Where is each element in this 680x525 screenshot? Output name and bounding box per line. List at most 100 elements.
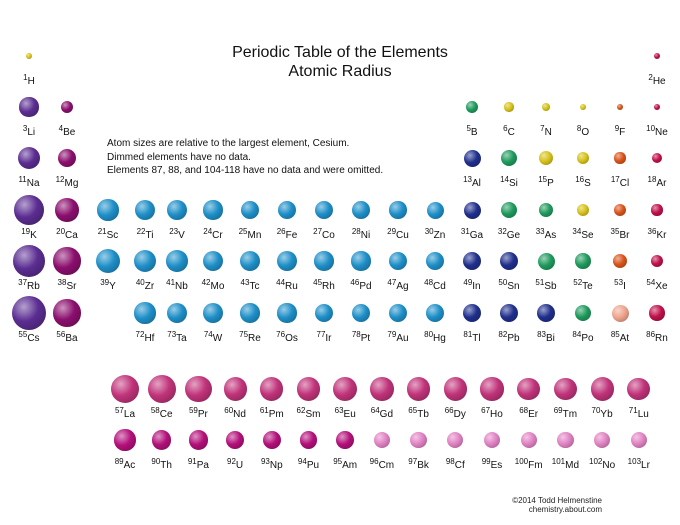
element-symbol: Cl <box>619 178 630 189</box>
atomic-number: 40 <box>135 278 145 287</box>
element-label-p: 15P <box>538 176 554 190</box>
element-symbol: V <box>178 230 185 241</box>
element-symbol: Mg <box>64 178 79 189</box>
atom-sphere-ne <box>654 104 660 110</box>
element-label-ru: 44Ru <box>276 279 298 293</box>
atomic-number: 26 <box>276 227 286 236</box>
element-symbol: Yb <box>600 409 613 420</box>
element-symbol: Te <box>582 281 593 292</box>
element-label-tc: 43Tc <box>241 279 260 293</box>
atom-sphere-cm <box>373 431 391 449</box>
element-symbol: F <box>619 127 626 138</box>
element-label-ho: 67Ho <box>481 406 503 421</box>
element-label-md: 101Md <box>551 457 579 472</box>
atom-sphere-o <box>579 103 587 111</box>
element-label-sb: 51Sb <box>535 279 556 293</box>
element-symbol: U <box>235 460 244 471</box>
element-label-ti: 22Ti <box>137 228 154 242</box>
atom-sphere-se <box>576 203 590 217</box>
atomic-number: 82 <box>498 330 508 339</box>
atomic-number: 77 <box>316 330 326 339</box>
element-symbol: Os <box>285 333 298 344</box>
element-label-h: 1H <box>23 73 35 88</box>
atom-sphere-ce <box>147 375 176 403</box>
atom-sphere-tc <box>239 250 261 272</box>
atomic-number: 83 <box>537 330 546 339</box>
atom-sphere-pu <box>299 431 318 449</box>
atomic-number: 74 <box>203 330 213 339</box>
element-symbol: Ce <box>159 409 173 420</box>
atom-sphere-pb <box>499 303 519 323</box>
element-symbol: Cu <box>396 230 409 241</box>
element-symbol: Eu <box>343 409 356 420</box>
atomic-number: 32 <box>497 227 507 236</box>
atomic-number: 67 <box>481 406 491 415</box>
atom-sphere-sn <box>499 251 519 271</box>
atom-sphere-rn <box>649 305 665 321</box>
element-label-i: 53I <box>614 279 626 293</box>
element-label-es: 99Es <box>482 458 503 472</box>
element-label-hf: 72Hf <box>135 330 155 345</box>
atomic-number: 69 <box>553 406 563 415</box>
element-symbol: Np <box>269 460 283 471</box>
atomic-number: 64 <box>370 406 380 415</box>
atomic-number: 4 <box>58 124 64 133</box>
element-label-eu: 63Eu <box>334 406 356 421</box>
atomic-number: 11 <box>18 175 27 184</box>
element-symbol: Si <box>509 178 518 189</box>
element-symbol: Po <box>581 333 594 344</box>
element-label-na: 11Na <box>18 175 40 190</box>
element-label-cm: 96Cm <box>370 458 394 472</box>
atomic-number: 59 <box>188 406 198 415</box>
atomic-number: 1 <box>23 73 28 82</box>
element-symbol: Sn <box>507 281 520 292</box>
atomic-number: 103 <box>627 457 642 466</box>
atomic-number: 101 <box>551 457 566 466</box>
atomic-number: 46 <box>350 278 360 287</box>
atom-sphere-br <box>613 203 627 217</box>
atom-sphere-rh <box>314 251 334 271</box>
atom-sphere-c <box>504 102 514 112</box>
atomic-number: 92 <box>227 457 236 466</box>
element-symbol: Ho <box>490 409 503 420</box>
element-label-v: 23V <box>169 228 185 242</box>
atomic-number: 16 <box>575 175 585 184</box>
atomic-number: 78 <box>351 330 361 339</box>
atom-sphere-zr <box>133 249 157 273</box>
element-symbol: Fe <box>285 230 298 241</box>
element-label-pr: 59Pr <box>188 406 208 421</box>
element-symbol: Ni <box>360 230 371 241</box>
atomic-number: 8 <box>576 124 582 133</box>
element-symbol: Pb <box>507 333 520 344</box>
element-label-ar: 18Ar <box>648 176 667 190</box>
element-symbol: K <box>30 230 37 241</box>
atom-sphere-md <box>557 431 574 449</box>
atom-sphere-lr <box>630 431 647 449</box>
element-symbol: Pd <box>359 281 372 292</box>
element-symbol: Na <box>26 178 40 189</box>
element-symbol: Ta <box>176 333 187 344</box>
atom-sphere-sc <box>97 199 119 221</box>
atomic-number: 72 <box>135 330 145 339</box>
atom-sphere-v <box>167 200 187 220</box>
atom-sphere-na <box>17 146 41 170</box>
element-symbol: Cd <box>433 281 446 292</box>
atomic-number: 63 <box>334 406 344 415</box>
element-label-se: 34Se <box>572 228 593 242</box>
element-symbol: Gd <box>379 409 394 420</box>
element-label-fe: 26Fe <box>276 227 298 242</box>
element-symbol: Sm <box>305 409 321 420</box>
element-label-gd: 64Gd <box>370 406 394 421</box>
atomic-number: 42 <box>201 278 211 287</box>
atomic-number: 27 <box>313 227 323 236</box>
element-symbol: Tc <box>249 281 260 292</box>
atom-sphere-po <box>574 304 592 322</box>
element-label-ir: 77Ir <box>316 330 331 345</box>
atomic-number: 6 <box>503 124 508 133</box>
element-symbol: Pr <box>197 409 208 420</box>
atom-sphere-am <box>336 431 355 449</box>
atom-sphere-n <box>542 103 550 111</box>
element-symbol: Re <box>248 333 261 344</box>
atomic-number: 61 <box>259 406 269 415</box>
atom-sphere-fe <box>277 200 297 220</box>
